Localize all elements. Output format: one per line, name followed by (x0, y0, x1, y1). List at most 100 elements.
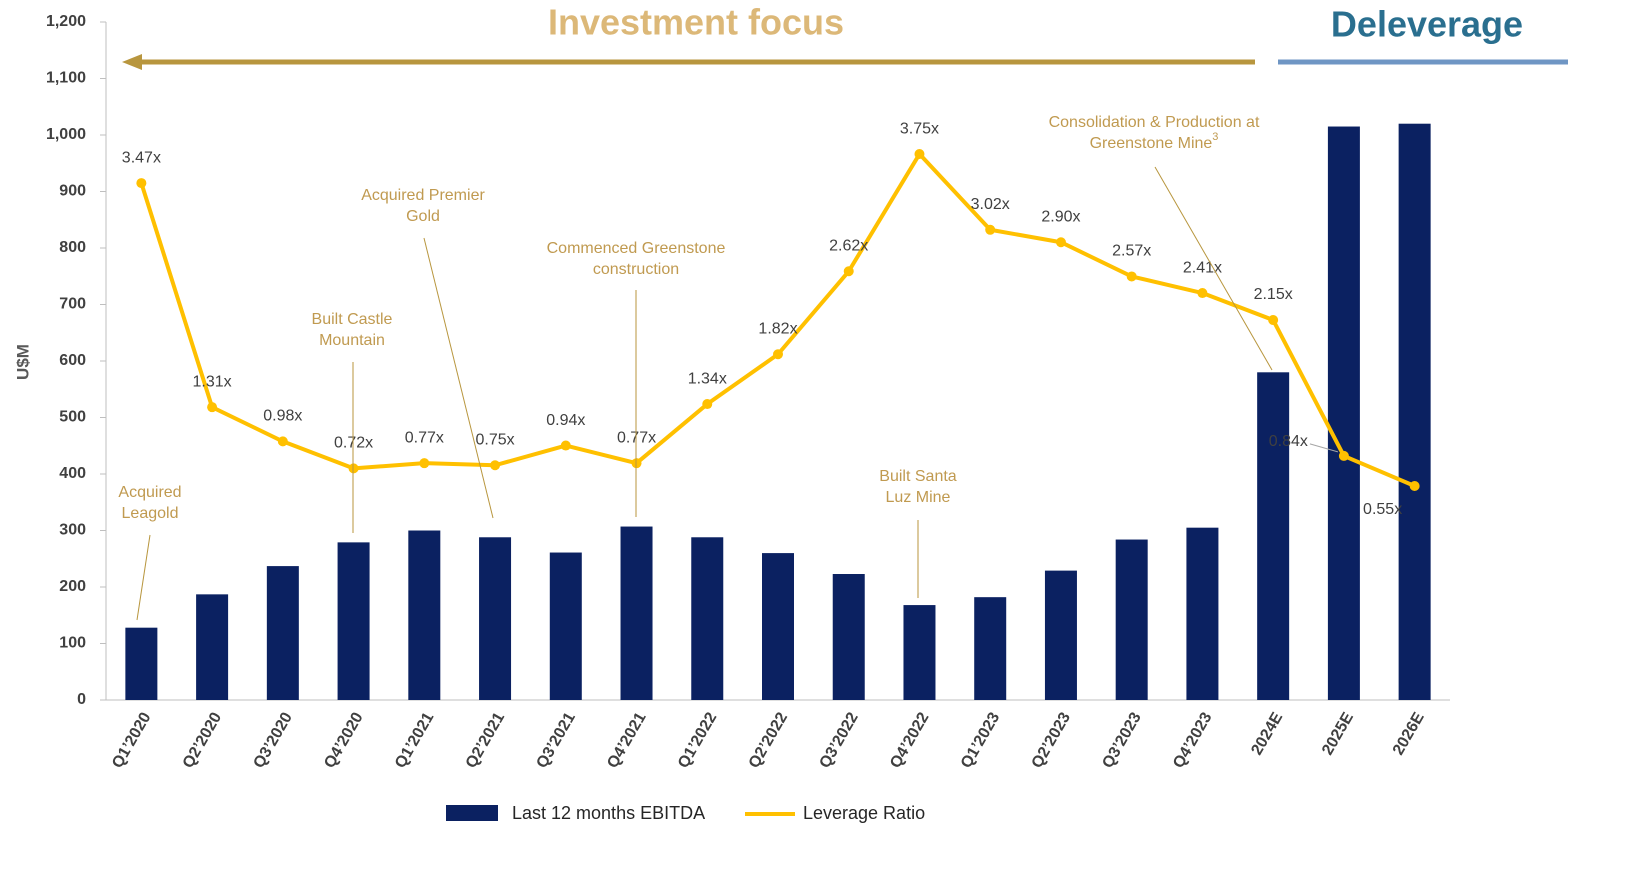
y-tick-label: 800 (59, 239, 86, 256)
bar (479, 537, 512, 700)
value-label: 0.84x (1269, 433, 1308, 450)
point (136, 178, 147, 189)
x-tick-label: Q2’2020 (180, 710, 225, 772)
annotation-line: Commenced Greenstone (547, 240, 726, 257)
y-tick-label: 0 (77, 691, 86, 708)
y-tick-label: 1,200 (46, 13, 86, 30)
point (1268, 315, 1279, 326)
y-axis-label: U$M (13, 344, 32, 380)
x-tick-label: 2025E (1319, 709, 1357, 758)
x-tick-label: Q2’2022 (746, 710, 791, 772)
bar (1115, 539, 1148, 700)
x-tick-label: Q4’2022 (887, 710, 932, 772)
x-tick-label: Q4’2021 (604, 710, 649, 772)
x-tick-label: Q1’2022 (675, 710, 720, 772)
value-label: 0.72x (334, 435, 373, 452)
bar (408, 530, 441, 700)
annotation-line: Built Castle (312, 311, 393, 328)
label-leader (1309, 443, 1339, 453)
x-tick-label: Q1’2023 (958, 710, 1003, 772)
annotation-leader (136, 534, 151, 621)
bar (1186, 527, 1219, 700)
x-tick-label: Q1’2020 (109, 710, 154, 772)
point (560, 440, 571, 451)
phase-label: Deleverage (1331, 4, 1523, 45)
bar (1257, 372, 1290, 700)
point (773, 349, 783, 360)
y-tick-label: 200 (59, 578, 86, 595)
value-label: 0.77x (405, 429, 444, 446)
value-label: 1.82x (758, 320, 797, 337)
annotation: Commenced Greenstone (547, 240, 726, 257)
y-tick-label: 600 (59, 352, 86, 369)
legend-label: Last 12 months EBITDA (512, 803, 705, 823)
x-tick-label: 2026E (1390, 709, 1428, 758)
x-tick-label: Q2’2023 (1029, 710, 1074, 772)
bar (1398, 123, 1431, 700)
annotation-line: construction (593, 261, 679, 278)
value-label: 2.15x (1254, 286, 1293, 303)
bar (1327, 126, 1360, 700)
value-label: 3.02x (971, 196, 1010, 213)
annotation-line: Acquired (118, 484, 181, 501)
y-tick-label: 500 (59, 409, 86, 426)
y-tick-label: 1,100 (46, 70, 86, 87)
bar (620, 526, 653, 700)
x-tick-label: Q4’2023 (1170, 710, 1215, 772)
value-label: 2.62x (829, 237, 868, 254)
arrow-head (122, 54, 142, 70)
annotation: Built Santa (879, 468, 956, 485)
y-tick-label: 1,000 (46, 126, 86, 143)
annotation: Mountain (319, 332, 385, 349)
value-label: 2.57x (1112, 243, 1151, 260)
value-label: 0.75x (475, 431, 514, 448)
point (1197, 288, 1208, 299)
value-label: 3.75x (900, 120, 939, 137)
y-tick-label: 100 (59, 635, 86, 652)
annotation: Built Castle (312, 311, 393, 328)
footnote-mark: 3 (1212, 131, 1218, 143)
x-tick-label: Q1’2021 (392, 710, 437, 772)
point (1055, 237, 1066, 248)
annotation-line: Gold (406, 208, 440, 225)
point (631, 458, 642, 469)
legend-label: Leverage Ratio (803, 803, 925, 823)
point (702, 399, 713, 410)
bar (903, 605, 936, 700)
y-tick-label: 300 (59, 522, 86, 539)
y-tick-label: 700 (59, 296, 86, 313)
point (277, 436, 288, 447)
x-tick-label: 2024E (1248, 709, 1286, 758)
y-tick-label: 400 (59, 465, 86, 482)
x-tick-label: Q2’2021 (463, 710, 508, 772)
value-label: 0.94x (546, 412, 585, 429)
annotation-line: Consolidation & Production at (1049, 114, 1260, 131)
point (843, 266, 854, 277)
annotation: Greenstone Mine3 (1090, 131, 1219, 152)
point (419, 458, 430, 469)
x-tick-label: Q3’2021 (533, 710, 578, 772)
annotation: Luz Mine (886, 489, 951, 506)
annotation-line: Built Santa (879, 468, 956, 485)
value-label: 0.98x (263, 408, 302, 425)
legend-swatch (446, 805, 498, 821)
bar (691, 537, 724, 700)
value-label: 2.90x (1041, 208, 1080, 225)
annotation-line: Leagold (122, 505, 179, 522)
value-label: 0.55x (1363, 501, 1402, 518)
annotation-leader (1154, 166, 1273, 371)
bar (266, 566, 299, 700)
point (1409, 480, 1420, 491)
bar (337, 542, 370, 700)
point (1338, 450, 1349, 461)
point (914, 149, 925, 160)
annotation-line: Mountain (319, 332, 385, 349)
annotation-line: Acquired Premier (361, 187, 485, 204)
x-tick-label: Q3’2023 (1099, 710, 1144, 772)
bar (125, 627, 158, 700)
x-tick-label: Q3’2022 (816, 710, 861, 772)
value-label: 3.47x (122, 149, 161, 166)
value-label: 0.77x (617, 429, 656, 446)
annotation: Gold (406, 208, 440, 225)
